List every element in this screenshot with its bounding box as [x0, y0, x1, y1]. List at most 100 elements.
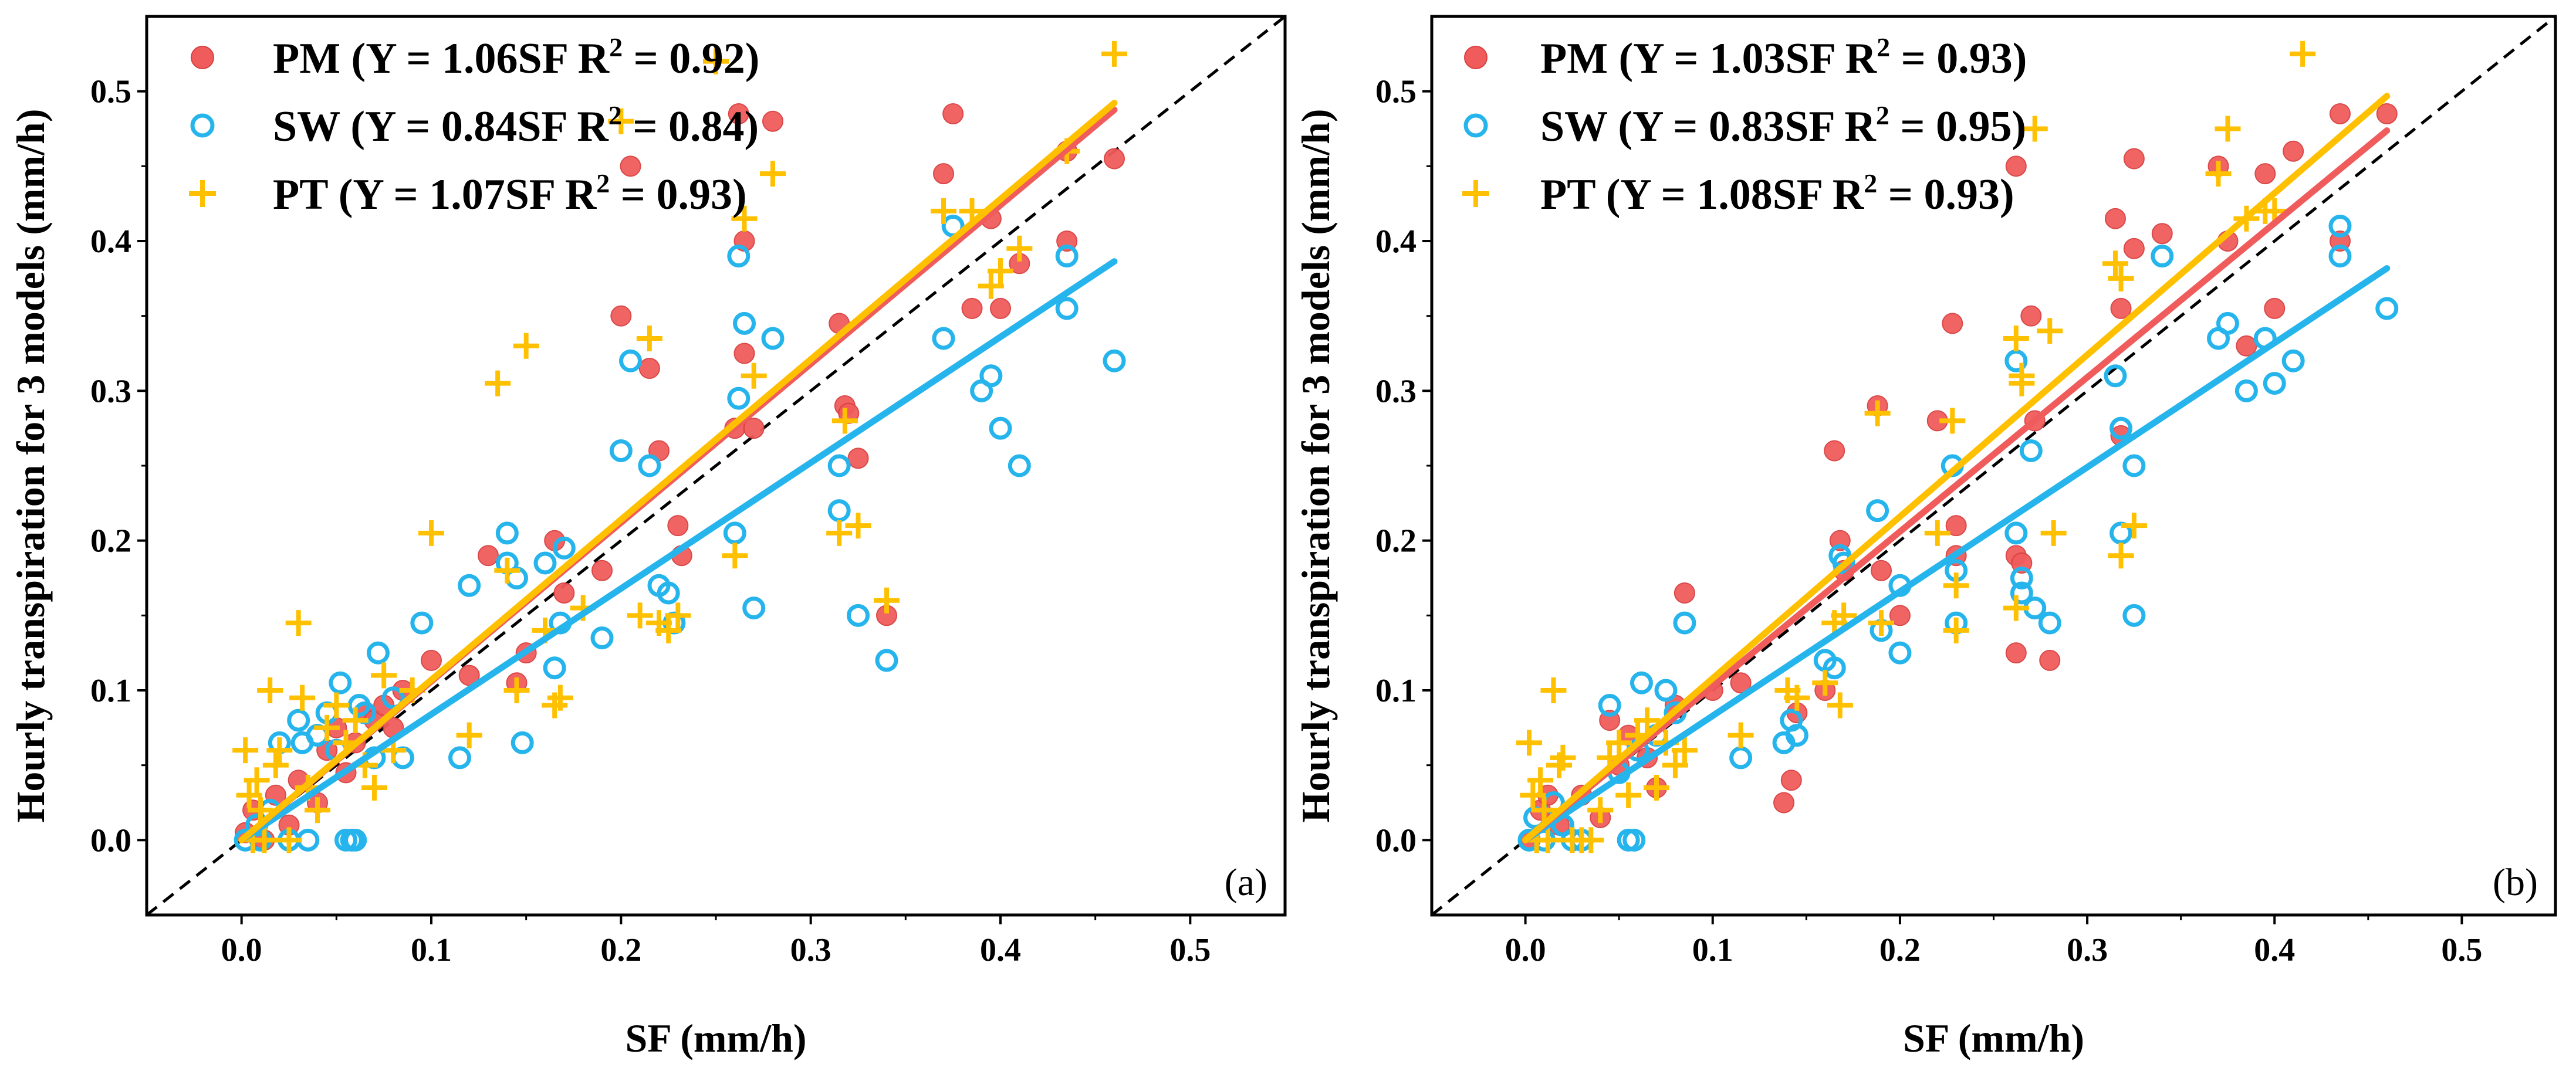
sw-point: [1622, 828, 1646, 852]
pm-point: [2020, 305, 2042, 327]
pt-point: [1606, 730, 1632, 756]
sw-point: [2010, 567, 2033, 589]
pt-point: [1868, 610, 1894, 636]
pt-point: [248, 797, 273, 823]
pt-point: [2108, 265, 2134, 292]
y-tick-label: 0.2: [1375, 523, 1417, 560]
pm-point: [2110, 297, 2132, 319]
identity-line: [147, 16, 1285, 915]
pt-point: [1924, 520, 1950, 546]
pt-point: [513, 333, 539, 359]
pm-point: [553, 582, 575, 604]
pt-point: [1101, 40, 1127, 67]
pt-point: [608, 108, 634, 134]
sw-point: [1866, 499, 1889, 523]
x-tick-label: 0.1: [1692, 932, 1733, 968]
sw-point: [2110, 521, 2133, 545]
pm-point: [762, 110, 783, 132]
pt-point: [2108, 543, 2134, 569]
pm-point: [667, 515, 689, 537]
x-tick-label: 0.0: [1505, 932, 1546, 968]
pt-point: [1943, 617, 1969, 643]
x-tick-label: 0.4: [980, 932, 1021, 968]
sw-point: [1888, 641, 1912, 665]
pt-point: [276, 827, 302, 853]
pt-point: [874, 587, 900, 614]
pt-point: [931, 198, 956, 224]
pm-point: [1824, 440, 1845, 462]
pt-point: [1615, 782, 1642, 808]
legend-pt-marker: [1462, 180, 1489, 207]
sw-point: [1008, 454, 1031, 477]
pt-point: [503, 677, 530, 703]
pt-point: [289, 684, 316, 711]
pm-point: [1104, 148, 1125, 170]
pt-point: [760, 161, 786, 187]
sw-point: [2019, 439, 2043, 462]
sw-point: [847, 604, 870, 627]
sw-point: [2216, 311, 2239, 335]
pt-point: [1550, 744, 1576, 771]
pt-point: [1939, 408, 1966, 434]
sw-point: [657, 581, 680, 605]
pt-point: [988, 258, 1013, 284]
pt-point: [1516, 730, 1542, 756]
pt-point: [2021, 116, 2048, 142]
pm-point: [1889, 605, 1911, 626]
sw-point: [2004, 521, 2028, 545]
pt-point: [418, 520, 444, 546]
x-tick-label: 0.5: [2441, 932, 2482, 968]
y-axis-label: Hourly transpiration for 3 models (mm/h): [8, 109, 53, 822]
sw-point: [827, 499, 851, 523]
sw-point: [1785, 724, 1808, 747]
pt-point: [1831, 602, 1857, 629]
sw-point: [543, 656, 566, 680]
sw-point: [609, 439, 633, 462]
pt-point: [2205, 161, 2232, 187]
sw-point: [329, 671, 352, 694]
pt-fit-line: [238, 100, 1118, 843]
sw-point: [2234, 379, 2258, 402]
sw-point: [2263, 372, 2286, 395]
sw-point: [1832, 551, 1855, 575]
y-tick-label: 0.5: [90, 74, 131, 110]
sw-point: [1673, 611, 1696, 635]
panel-label: (a): [1225, 861, 1267, 904]
pm-point: [1674, 582, 1695, 604]
sw-point: [1823, 656, 1846, 680]
y-axis-label: Hourly transpiration for 3 models (mm/h): [1293, 109, 1338, 822]
pm-point: [620, 155, 641, 177]
pt-point: [845, 513, 871, 539]
pt-point: [342, 707, 369, 734]
legend-label-pm: PM (Y = 1.03SF R2 = 0.93): [1540, 32, 2027, 83]
pm-point: [2123, 148, 2145, 170]
sw-point: [1654, 679, 1678, 702]
pt-point: [1534, 827, 1561, 853]
y-tick-label: 0.1: [1375, 673, 1417, 709]
pt-point: [285, 610, 312, 636]
sw-point: [410, 611, 434, 635]
pm-point: [990, 297, 1011, 319]
sw-point: [2281, 349, 2305, 372]
pt-point: [2037, 318, 2063, 344]
pt-point: [1520, 782, 1546, 808]
pt-point: [2003, 325, 2029, 351]
legend-pm-marker: [1464, 46, 1488, 69]
pt-point: [2003, 595, 2029, 621]
pt-point: [1827, 692, 1853, 718]
pt-point: [978, 273, 1004, 299]
sw-point: [511, 731, 534, 754]
pm-point: [2254, 163, 2276, 185]
pm-point: [478, 545, 499, 567]
pt-point: [1864, 400, 1891, 426]
pm-fit-line: [1522, 127, 2391, 843]
pm-point: [2151, 223, 2173, 245]
pm-point: [1780, 770, 1802, 791]
pt-point: [323, 692, 350, 718]
pt-point: [257, 677, 283, 703]
pt-point: [741, 362, 767, 389]
x-tick-label: 0.0: [221, 932, 262, 968]
sw-point: [2328, 214, 2352, 238]
pm-point: [1871, 560, 1892, 581]
